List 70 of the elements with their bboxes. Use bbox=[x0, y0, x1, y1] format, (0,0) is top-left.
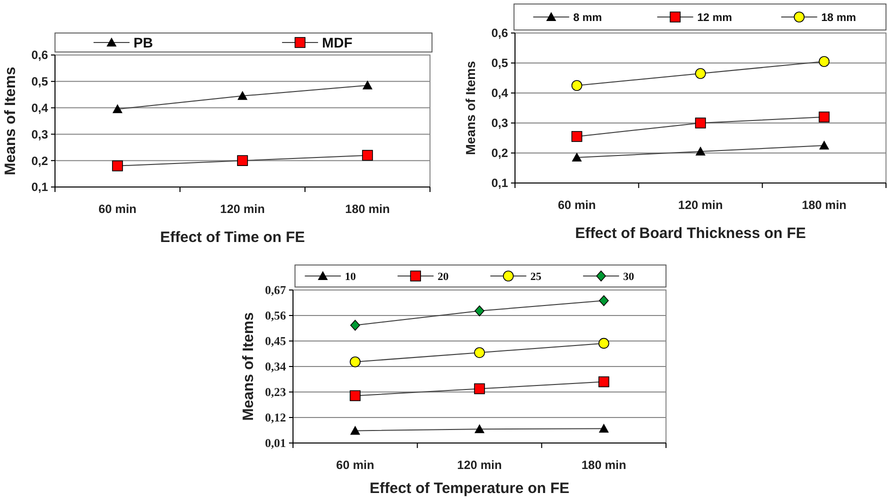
point bbox=[350, 320, 360, 331]
point bbox=[695, 68, 706, 79]
y-tick-label: 0,2 bbox=[31, 154, 48, 168]
legend-label: 10 bbox=[344, 270, 356, 283]
point bbox=[350, 390, 361, 402]
legend-label: PB bbox=[134, 34, 154, 50]
point bbox=[474, 305, 484, 316]
y-tick-label: 0,4 bbox=[31, 101, 48, 115]
point bbox=[112, 160, 123, 172]
y-tick-label: 0,1 bbox=[31, 180, 48, 194]
point bbox=[572, 152, 582, 162]
legend-label: 8 mm bbox=[573, 12, 602, 24]
point bbox=[350, 426, 360, 435]
y-tick-label: 0,12 bbox=[265, 410, 286, 425]
point bbox=[474, 424, 484, 434]
x-tick-label: 180 min bbox=[345, 202, 390, 216]
legend-label: 12 mm bbox=[697, 12, 732, 24]
y-axis-title: Means of Items bbox=[463, 61, 478, 155]
point bbox=[571, 131, 582, 142]
point bbox=[598, 424, 609, 433]
x-tick-label: 60 min bbox=[336, 458, 374, 472]
x-tick-label: 180 min bbox=[802, 198, 847, 212]
y-tick-label: 0,2 bbox=[491, 146, 508, 160]
y-tick-label: 0,34 bbox=[265, 360, 286, 374]
point bbox=[598, 295, 609, 306]
x-tick-label: 60 min bbox=[558, 198, 596, 212]
legend-label: MDF bbox=[322, 34, 353, 50]
y-tick-label: 0,5 bbox=[31, 74, 48, 89]
y-tick-label: 0,56 bbox=[265, 308, 286, 323]
x-tick-label: 120 min bbox=[220, 202, 265, 216]
x-tick-label: 120 min bbox=[457, 458, 502, 472]
legend-label: 18 mm bbox=[821, 12, 856, 24]
x-tick-label: 180 min bbox=[581, 458, 626, 472]
y-tick-label: 0,6 bbox=[31, 48, 48, 62]
y-tick-label: 0,4 bbox=[491, 86, 508, 100]
point bbox=[474, 347, 485, 358]
y-tick-label: 0,1 bbox=[491, 176, 508, 190]
point bbox=[112, 104, 122, 114]
y-tick-label: 0,45 bbox=[265, 334, 286, 348]
y-tick-label: 0,23 bbox=[265, 385, 286, 400]
point bbox=[238, 90, 248, 100]
point bbox=[598, 376, 610, 388]
point bbox=[350, 356, 361, 368]
point bbox=[819, 140, 830, 150]
legend-label: 20 bbox=[438, 270, 450, 283]
y-tick-label: 0,6 bbox=[491, 26, 508, 40]
y-tick-label: 0,3 bbox=[31, 127, 48, 142]
x-axis-title: Effect of Time on FE bbox=[160, 229, 305, 246]
y-axis-title: Means of Items bbox=[240, 312, 257, 421]
x-tick-label: 120 min bbox=[678, 198, 723, 212]
point bbox=[362, 150, 373, 161]
x-tick-label: 60 min bbox=[98, 202, 137, 216]
x-axis-title: Effect of Temperature on FE bbox=[370, 480, 570, 497]
point bbox=[818, 56, 830, 67]
legend-label: 25 bbox=[530, 270, 542, 283]
y-tick-label: 0,3 bbox=[491, 116, 508, 130]
point bbox=[598, 338, 610, 349]
x-axis-title: Effect of Board Thickness on FE bbox=[575, 225, 806, 242]
point bbox=[237, 155, 248, 166]
point bbox=[695, 118, 706, 128]
y-tick-label: 0,01 bbox=[265, 436, 286, 450]
point bbox=[818, 112, 830, 122]
y-axis-title: Means of Items bbox=[2, 66, 19, 176]
y-tick-label: 0,5 bbox=[491, 56, 508, 70]
y-tick-label: 0,67 bbox=[265, 283, 286, 298]
point bbox=[696, 146, 706, 156]
point bbox=[474, 383, 485, 394]
legend-label: 30 bbox=[623, 270, 635, 283]
point bbox=[362, 80, 372, 90]
point bbox=[571, 80, 582, 91]
